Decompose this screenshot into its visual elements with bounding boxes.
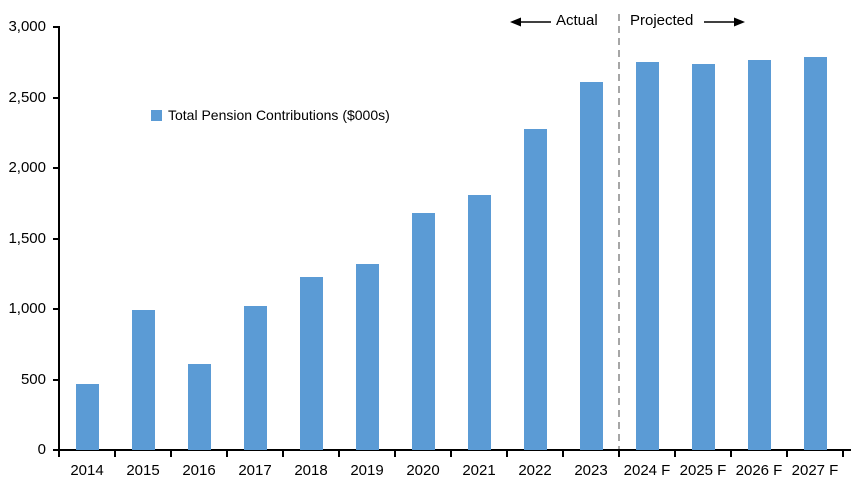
x-tick-label-2025-f: 2025 F [679, 462, 727, 479]
x-tick-11 [674, 451, 676, 457]
x-tick-9 [562, 451, 564, 457]
bar-2018 [299, 277, 323, 450]
x-tick-3 [226, 451, 228, 457]
x-tick-10 [618, 451, 620, 457]
x-tick-label-2014: 2014 [70, 462, 104, 479]
y-tick-label-2-000: 2,000 [8, 159, 46, 176]
bar-2022 [523, 129, 547, 450]
x-tick-13 [786, 451, 788, 457]
bar-2023 [579, 82, 603, 450]
bar-2026-f [747, 60, 771, 450]
y-tick-label-1-500: 1,500 [8, 229, 46, 247]
y-tick-label-2-500: 2,500 [8, 88, 46, 106]
x-tick-label-2017: 2017 [238, 462, 272, 479]
bar-2027-f [803, 57, 827, 450]
x-tick-2 [170, 451, 172, 457]
x-axis-line [58, 449, 851, 451]
x-tick-5 [338, 451, 340, 457]
x-tick-8 [506, 451, 508, 457]
y-tick-1-000 [53, 308, 59, 310]
x-tick-4 [282, 451, 284, 457]
bar-2014 [75, 384, 99, 450]
actual-left-arrow-icon [510, 17, 551, 27]
x-tick-label-2024-f: 2024 F [623, 462, 671, 479]
x-tick-1 [114, 451, 116, 457]
bar-2025-f [691, 64, 715, 450]
projected-label: Projected [630, 12, 694, 29]
bar-2019 [355, 264, 379, 450]
x-tick-label-2026-f: 2026 F [735, 462, 783, 479]
bar-2017 [243, 306, 267, 450]
x-tick-label-2015: 2015 [126, 462, 160, 479]
x-tick-label-2023: 2023 [574, 462, 608, 479]
y-tick-1-500 [53, 237, 59, 240]
y-tick-2-500 [53, 96, 59, 99]
y-tick-label-1-000: 1,000 [8, 300, 46, 317]
x-tick-label-2016: 2016 [182, 462, 216, 479]
y-tick-3-000 [53, 26, 59, 28]
y-tick-0 [53, 449, 59, 451]
x-tick-label-2022: 2022 [518, 462, 552, 479]
bar-2021 [467, 195, 491, 450]
bar-2015 [131, 310, 155, 450]
x-tick-label-2019: 2019 [350, 462, 384, 479]
x-tick-7 [450, 451, 452, 457]
actual-projected-divider [618, 14, 620, 450]
x-tick-label-2021: 2021 [462, 462, 496, 479]
bar-2020 [411, 213, 435, 450]
x-tick-label-2018: 2018 [294, 462, 328, 479]
x-tick-6 [394, 451, 396, 457]
legend: Total Pension Contributions ($000s) [151, 107, 390, 123]
y-tick-label-0: 0 [37, 441, 46, 458]
projected-right-arrow-icon [704, 17, 745, 27]
bar-2016 [187, 364, 211, 450]
x-tick-label-2027-f: 2027 F [791, 462, 839, 479]
y-tick-label-3-000: 3,000 [8, 18, 46, 35]
bar-2024-f [635, 62, 659, 450]
y-axis-line [58, 26, 60, 451]
y-tick-label-500: 500 [20, 370, 46, 388]
x-tick-12 [730, 451, 732, 457]
y-tick-2-000 [53, 167, 59, 169]
y-tick-500 [53, 378, 59, 381]
x-tick-label-2020: 2020 [406, 462, 440, 479]
x-tick-14 [842, 451, 844, 457]
legend-label: Total Pension Contributions ($000s) [168, 107, 390, 123]
legend-swatch-icon [151, 109, 162, 121]
actual-label: Actual [556, 12, 598, 29]
x-tick-0 [58, 451, 60, 457]
